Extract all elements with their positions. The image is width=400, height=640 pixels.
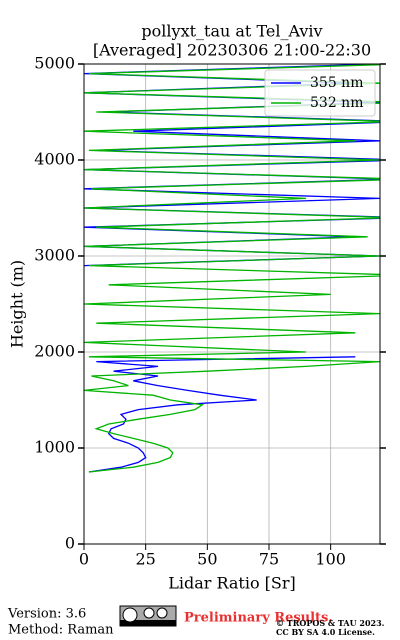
- legend-box: [264, 69, 376, 117]
- profile-line: [84, 64, 380, 473]
- profile-line: [84, 64, 380, 473]
- x-tick-label: 50: [197, 550, 217, 569]
- y-axis-label: Height (m): [8, 260, 27, 348]
- version: Version: 3.6: [7, 607, 86, 622]
- y-tick-label: 3000: [34, 246, 75, 265]
- method: Method: Raman: [8, 623, 114, 638]
- legend-label: 355 nm: [310, 75, 363, 91]
- cc-badge: [119, 605, 177, 627]
- license: CC BY SA 4.0 License.: [276, 627, 375, 637]
- y-tick-label: 5000: [34, 54, 75, 73]
- y-tick-label: 0: [65, 534, 75, 553]
- x-tick-label: 75: [259, 550, 279, 569]
- x-tick-label: 25: [135, 550, 155, 569]
- y-tick-label: 1000: [34, 438, 75, 457]
- chart-title: pollyxt_tau at Tel_Aviv: [141, 22, 322, 41]
- legend-label: 532 nm: [310, 95, 363, 111]
- plot-frame: [83, 63, 381, 545]
- x-axis-label: Lidar Ratio [Sr]: [168, 574, 296, 593]
- x-tick-label: 100: [315, 550, 346, 569]
- status: Preliminary Results.: [184, 611, 333, 626]
- y-tick-label: 2000: [34, 342, 75, 361]
- plot-lines: [84, 64, 380, 473]
- copyright: © TROPOS & TAU 2023.: [276, 618, 385, 628]
- chart-subtitle: [Averaged] 20230306 21:00-22:30: [93, 41, 371, 60]
- x-tick-label: 0: [79, 550, 89, 569]
- y-tick-label: 4000: [34, 150, 75, 169]
